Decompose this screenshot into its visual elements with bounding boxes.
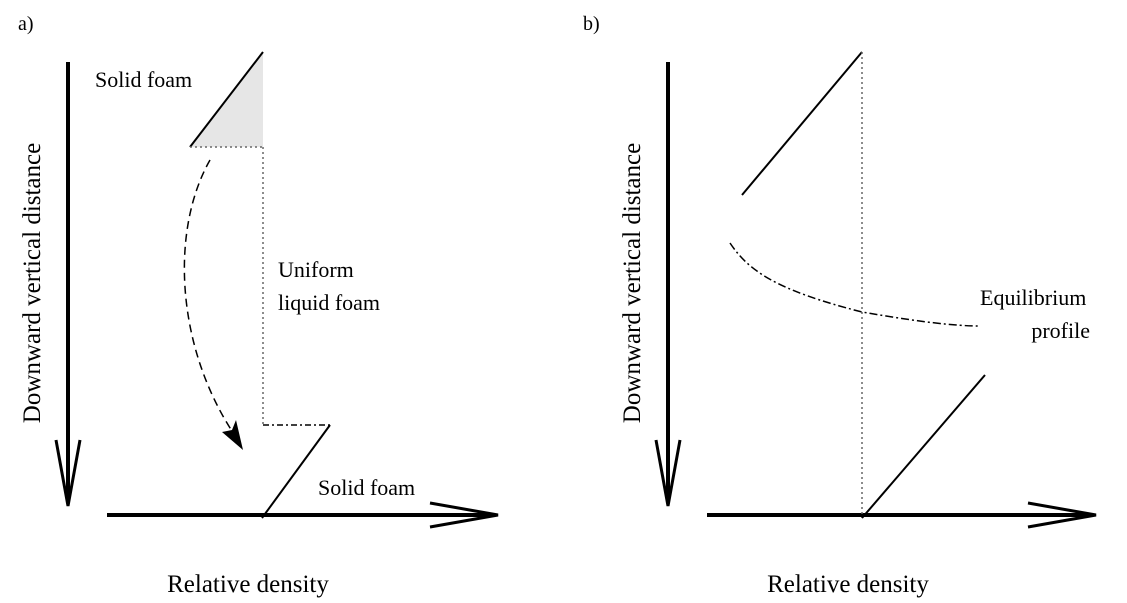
annotation: Solid foam [95,67,192,92]
y-arrow-head [54,439,82,507]
annotation: profile [1031,318,1090,343]
x-arrow-head [1027,501,1097,529]
profile-line [861,374,986,519]
x-axis-label: Relative density [167,571,329,598]
profile-line [261,424,331,519]
equilibrium-curve [729,242,981,327]
y-axis-label: Downward vertical distance [19,143,46,423]
panel-label: b) [583,13,600,35]
dashed-curve [183,159,239,441]
panel-a: a) Downward vertical distance Relative d… [18,13,499,598]
profile-line [189,51,264,148]
profile-line [741,51,863,196]
panel-b: b) Downward vertical distance Relative d… [583,13,1097,598]
y-arrow-head [654,439,682,507]
annotation: liquid foam [278,290,380,315]
annotation: Equilibrium [980,285,1086,310]
y-axis-label: Downward vertical distance [619,143,646,423]
annotation: Uniform [278,257,354,282]
curve-arrow-head [222,420,243,450]
panel-label: a) [18,13,34,35]
annotation: Solid foam [318,475,415,500]
x-axis-label: Relative density [767,571,929,598]
x-arrow-head [429,501,499,529]
